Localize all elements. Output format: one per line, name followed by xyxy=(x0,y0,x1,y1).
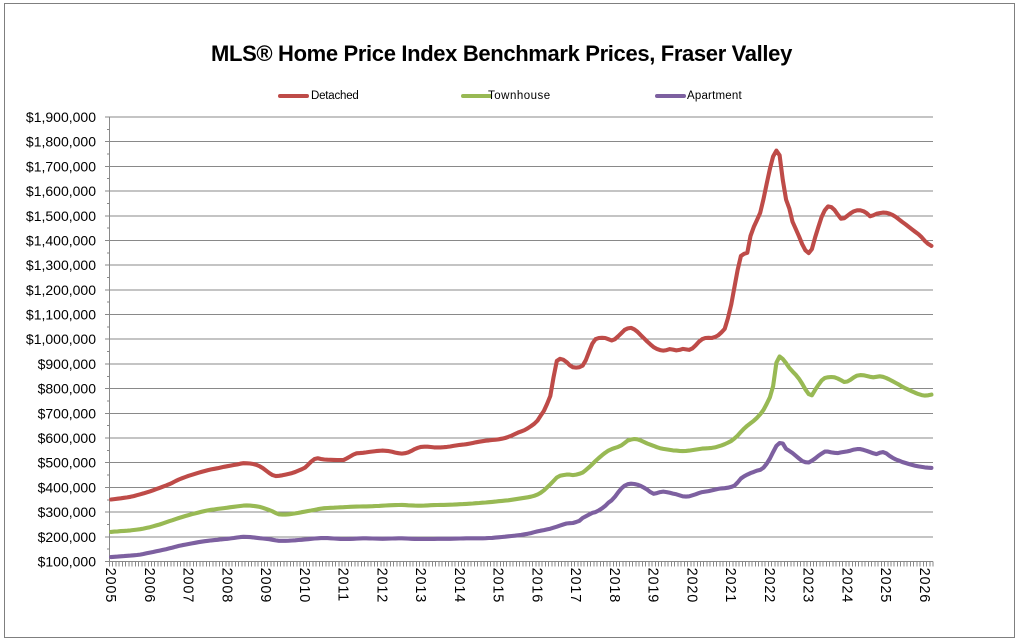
svg-text:2018: 2018 xyxy=(606,568,622,603)
svg-text:$700,000: $700,000 xyxy=(38,405,97,421)
svg-text:$1,800,000: $1,800,000 xyxy=(26,134,96,150)
svg-text:2006: 2006 xyxy=(141,568,157,603)
svg-text:2008: 2008 xyxy=(218,568,234,603)
svg-text:2023: 2023 xyxy=(800,568,816,603)
svg-text:2014: 2014 xyxy=(451,568,467,603)
svg-text:2020: 2020 xyxy=(683,568,699,603)
svg-text:2021: 2021 xyxy=(722,568,738,603)
svg-text:$100,000: $100,000 xyxy=(38,554,97,570)
svg-text:2025: 2025 xyxy=(877,568,893,603)
svg-text:2012: 2012 xyxy=(373,568,389,603)
svg-text:$900,000: $900,000 xyxy=(38,356,97,372)
svg-text:2026: 2026 xyxy=(916,568,932,603)
svg-text:$200,000: $200,000 xyxy=(38,529,97,545)
svg-text:$600,000: $600,000 xyxy=(38,430,97,446)
svg-text:2024: 2024 xyxy=(838,568,854,603)
svg-text:2015: 2015 xyxy=(490,568,506,603)
svg-text:2009: 2009 xyxy=(257,568,273,603)
svg-text:$1,900,000: $1,900,000 xyxy=(26,109,96,125)
svg-text:2016: 2016 xyxy=(528,568,544,603)
svg-text:2010: 2010 xyxy=(296,568,312,603)
svg-text:$1,100,000: $1,100,000 xyxy=(26,307,96,323)
svg-text:$1,400,000: $1,400,000 xyxy=(26,233,96,249)
svg-text:$300,000: $300,000 xyxy=(38,504,97,520)
svg-text:2011: 2011 xyxy=(335,568,351,602)
svg-text:$1,600,000: $1,600,000 xyxy=(26,183,96,199)
svg-text:$1,300,000: $1,300,000 xyxy=(26,257,96,273)
svg-text:$400,000: $400,000 xyxy=(38,479,97,495)
svg-text:2022: 2022 xyxy=(761,568,777,603)
svg-text:$500,000: $500,000 xyxy=(38,455,97,471)
svg-text:$1,200,000: $1,200,000 xyxy=(26,282,96,298)
svg-text:2007: 2007 xyxy=(180,568,196,603)
svg-text:$1,700,000: $1,700,000 xyxy=(26,158,96,174)
svg-text:2019: 2019 xyxy=(645,568,661,603)
svg-text:$1,500,000: $1,500,000 xyxy=(26,208,96,224)
svg-text:2017: 2017 xyxy=(567,568,583,603)
svg-text:2013: 2013 xyxy=(412,568,428,603)
svg-text:$1,000,000: $1,000,000 xyxy=(26,331,96,347)
svg-text:$800,000: $800,000 xyxy=(38,381,97,397)
svg-text:2005: 2005 xyxy=(102,568,118,603)
